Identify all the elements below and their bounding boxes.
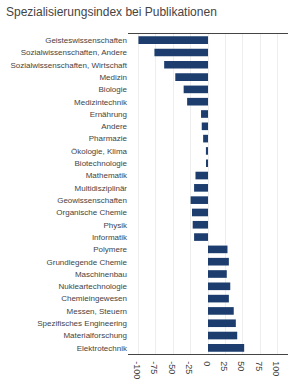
svg-text:Biotechnologie: Biotechnologie <box>75 159 128 168</box>
svg-text:50: 50 <box>236 361 246 371</box>
svg-text:25: 25 <box>219 361 229 371</box>
svg-text:-100: -100 <box>132 361 142 379</box>
svg-text:Geisteswissenschaften: Geisteswissenschaften <box>45 36 127 45</box>
svg-text:Sozialwissenschaften, Andere: Sozialwissenschaften, Andere <box>21 48 128 57</box>
svg-text:Spezifisches Engineering: Spezifisches Engineering <box>37 319 127 328</box>
svg-text:Geowissenschaften: Geowissenschaften <box>57 196 127 205</box>
svg-text:Sozialwissenschaften, Wirtscha: Sozialwissenschaften, Wirtschaft <box>11 61 128 70</box>
svg-text:Maschinenbau: Maschinenbau <box>75 270 127 279</box>
svg-text:Elektrotechnik: Elektrotechnik <box>77 344 128 353</box>
svg-text:-50: -50 <box>167 361 177 374</box>
svg-text:Biologie: Biologie <box>99 85 128 94</box>
svg-text:Materialforschung: Materialforschung <box>63 331 127 340</box>
svg-text:Polymere: Polymere <box>93 245 127 254</box>
svg-text:-75: -75 <box>149 361 159 374</box>
svg-text:75: 75 <box>254 361 264 371</box>
svg-text:Physik: Physik <box>103 221 128 230</box>
svg-text:Multidisziplinär: Multidisziplinär <box>75 184 128 193</box>
svg-text:Informatik: Informatik <box>92 233 128 242</box>
svg-text:Spezialisierungsindex bei Publ: Spezialisierungsindex bei Publikationen <box>6 5 217 19</box>
svg-text:Pharmazie: Pharmazie <box>89 134 128 143</box>
svg-text:Messen, Steuern: Messen, Steuern <box>67 307 127 316</box>
svg-text:Medizin: Medizin <box>99 73 127 82</box>
svg-text:Chemieingewesen: Chemieingewesen <box>61 294 127 303</box>
svg-text:Mathematik: Mathematik <box>86 171 128 180</box>
svg-text:Nukleartechnologie: Nukleartechnologie <box>59 282 128 291</box>
svg-text:Ernährung: Ernährung <box>90 110 127 119</box>
svg-text:100: 100 <box>271 361 281 376</box>
svg-text:Grundlegende Chemie: Grundlegende Chemie <box>47 257 128 266</box>
svg-text:Ökologie, Klima: Ökologie, Klima <box>71 147 128 156</box>
svg-text:Organische Chemie: Organische Chemie <box>56 208 127 217</box>
svg-text:0: 0 <box>202 361 212 366</box>
svg-text:Medizintechnik: Medizintechnik <box>74 97 128 106</box>
svg-text:-25: -25 <box>184 361 194 374</box>
svg-text:Andere: Andere <box>101 122 127 131</box>
